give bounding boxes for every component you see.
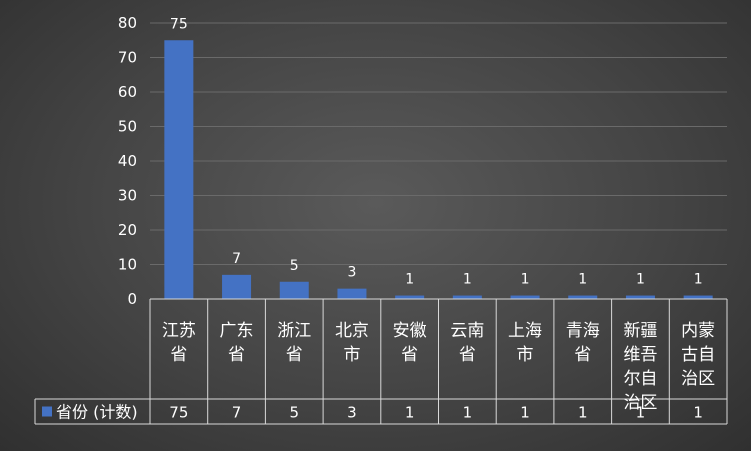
category-label: 治区 [681, 369, 715, 389]
y-tick-label: 70 [118, 49, 137, 67]
bar [395, 295, 425, 299]
category-label: 市 [343, 345, 360, 365]
bar [279, 281, 309, 299]
y-tick-label: 80 [118, 14, 137, 32]
y-tick-label: 0 [127, 290, 137, 308]
category-label: 省 [228, 345, 245, 365]
table-value: 1 [578, 404, 588, 422]
category-label: 古自 [681, 345, 715, 365]
table-value: 1 [520, 404, 530, 422]
category-label: 省 [170, 345, 187, 365]
data-label: 1 [405, 272, 414, 288]
category-label: 北京 [335, 321, 369, 341]
bar [452, 295, 482, 299]
bar [510, 295, 540, 299]
legend-label: 省份 (计数) [56, 403, 138, 422]
category-label: 江苏 [162, 321, 196, 341]
bar [568, 295, 598, 299]
data-label: 1 [521, 272, 530, 288]
category-label: 安徽 [393, 321, 427, 341]
y-tick-label: 60 [118, 83, 137, 101]
category-label: 省 [459, 345, 476, 365]
category-label: 治区 [623, 393, 657, 413]
y-tick-label: 20 [118, 221, 137, 239]
table-value: 5 [289, 404, 299, 422]
category-label: 云南 [450, 321, 484, 341]
table-value: 1 [463, 404, 473, 422]
data-label: 1 [636, 272, 645, 288]
bar [164, 40, 194, 299]
bar [337, 288, 367, 299]
data-label: 1 [694, 272, 703, 288]
category-label: 省 [574, 345, 591, 365]
legend-swatch [42, 406, 52, 417]
y-tick-label: 50 [118, 118, 137, 136]
category-label: 省 [401, 345, 418, 365]
data-label: 5 [290, 258, 299, 274]
category-label: 尔自 [623, 369, 657, 389]
category-label: 内蒙 [681, 321, 715, 341]
y-tick-label: 30 [118, 187, 137, 205]
category-label: 浙江 [277, 321, 311, 341]
category-label: 青海 [566, 321, 600, 341]
data-label: 1 [578, 272, 587, 288]
category-label: 新疆 [623, 321, 657, 341]
category-label: 维吾 [623, 345, 657, 365]
category-label: 省 [286, 345, 303, 365]
category-label: 上海 [508, 321, 542, 341]
table-value: 1 [405, 404, 415, 422]
table-value: 3 [347, 404, 357, 422]
bar [222, 274, 252, 299]
category-label: 市 [517, 345, 534, 365]
bar [625, 295, 655, 299]
y-tick-label: 40 [118, 152, 137, 170]
data-label: 7 [232, 251, 241, 267]
y-tick-label: 10 [118, 256, 137, 274]
table-value: 7 [232, 404, 242, 422]
category-label: 广东 [220, 321, 254, 341]
data-label: 1 [463, 272, 472, 288]
data-label: 75 [170, 16, 188, 32]
table-value: 1 [636, 404, 646, 422]
bar [683, 295, 713, 299]
table-value: 1 [693, 404, 703, 422]
data-label: 3 [347, 265, 356, 281]
table-value: 75 [169, 404, 188, 422]
